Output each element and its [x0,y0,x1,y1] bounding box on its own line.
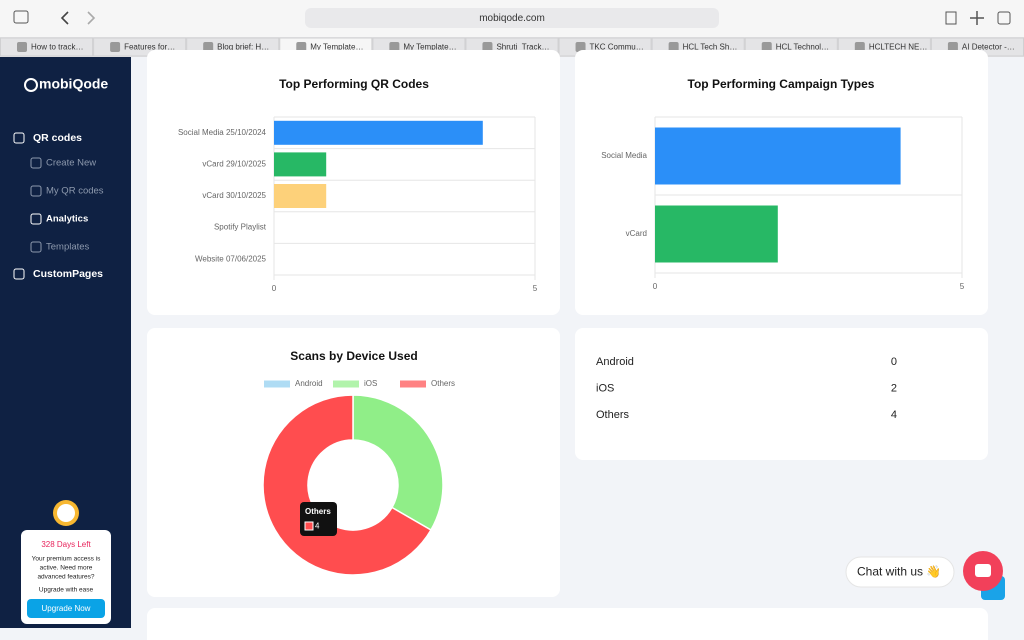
table-value: 2 [891,382,897,394]
doughnut-slice [352,394,444,532]
nav-icon [30,241,42,253]
tab-title: HCLTECH NE… [869,43,928,52]
logo-icon [24,78,38,92]
tab-title: My Template… [310,43,363,52]
y-tick-label: Spotify Playlist [214,223,267,232]
tabs-button[interactable] [997,11,1011,25]
bar [655,127,901,185]
legend-label[interactable]: iOS [364,379,377,388]
y-tick-label: Website 07/06/2025 [195,254,267,263]
nav-item[interactable]: My QR codes [46,186,104,197]
card [147,50,560,315]
card [575,328,988,460]
tab-favicon [17,42,27,52]
nav-icon [30,185,42,197]
bar [274,184,327,208]
y-tick-label: Social Media 25/10/2024 [178,128,267,137]
tooltip-swatch [304,521,314,531]
promo-text: advanced features? [37,574,94,581]
promo-text: Upgrade with ease [39,587,94,594]
table-value: 0 [891,356,897,368]
nav-item[interactable]: CustomPages [33,268,103,280]
tab-title: Shruti_Track… [496,43,549,52]
y-tick-label: Social Media [601,151,647,160]
tab-title: HCL Technol… [776,43,829,52]
nav-icon [30,157,42,169]
table-label: iOS [596,382,614,394]
legend-label[interactable]: Android [295,379,323,388]
x-tick-label: 0 [653,282,658,291]
card [147,328,560,597]
x-tick-label: 5 [960,282,965,291]
tab-title: Blog brief: H… [217,43,269,52]
tab-title: How to track… [31,43,83,52]
tab-title: Features for… [124,43,175,52]
tab-favicon [482,42,493,52]
x-tick-label: 0 [272,284,277,293]
bar [274,120,483,145]
nav-item[interactable]: Templates [46,242,90,253]
url: mobiqode.com [479,13,545,24]
promo-text: active. Need more [40,565,93,572]
address-bar[interactable] [305,8,719,28]
tab-favicon [575,42,586,52]
bar [655,205,778,263]
sidebar-icon[interactable] [13,10,29,24]
nav-item[interactable]: Create New [46,158,96,169]
tab-favicon [854,42,865,52]
forward-button[interactable] [87,11,96,25]
legend-label[interactable]: Others [431,379,455,388]
nav-icon [13,268,25,280]
nav-icon [30,213,42,225]
tab-title: My Template… [403,43,456,52]
chat-label: Chat with us 👋 [857,565,941,579]
tab-favicon [203,42,214,52]
back-button[interactable] [60,11,69,25]
table-value: 4 [891,409,897,421]
tab-title: TKC Commu… [590,43,644,52]
chat-bubble[interactable] [845,556,955,588]
chart-title: Top Performing QR Codes [279,77,429,91]
footer-strip [0,628,147,640]
tab-favicon [761,42,772,52]
y-tick-label: vCard 30/10/2025 [202,191,266,200]
chart-title: Scans by Device Used [290,349,417,363]
nav-icon [13,132,25,144]
nav-item[interactable]: QR codes [33,132,82,144]
chat-icon [975,564,991,577]
new-tab-button[interactable] [970,11,984,25]
share-button[interactable] [945,11,957,25]
y-tick-label: vCard [626,229,647,238]
tab-title: AI Detector -… [962,43,1015,52]
upgrade-button-label: Upgrade Now [42,604,91,613]
tab-favicon [110,42,121,52]
legend-swatch [264,380,290,388]
table-label: Android [596,356,634,368]
y-tick-label: vCard 29/10/2025 [202,160,266,169]
tab-favicon [947,42,958,52]
tab-title: HCL Tech Sh… [683,43,738,52]
nav-item[interactable]: Analytics [46,214,88,225]
tooltip-value: 4 [315,522,320,531]
tooltip-title: Others [305,507,331,516]
promo-text: Your premium access is [32,556,102,563]
table-label: Others [596,409,630,421]
promo-days: 328 Days Left [41,540,91,549]
legend-swatch [333,380,359,388]
upgrade-button[interactable] [27,599,105,618]
tab-favicon [668,42,679,52]
legend-swatch [400,380,426,388]
card [147,608,988,640]
tab-favicon [296,42,307,52]
bar [274,152,327,177]
x-tick-label: 5 [533,284,538,293]
tab-favicon [389,42,400,52]
timer-face [57,504,75,522]
logo: mobiQode [39,76,108,92]
chart-title: Top Performing Campaign Types [688,77,875,91]
